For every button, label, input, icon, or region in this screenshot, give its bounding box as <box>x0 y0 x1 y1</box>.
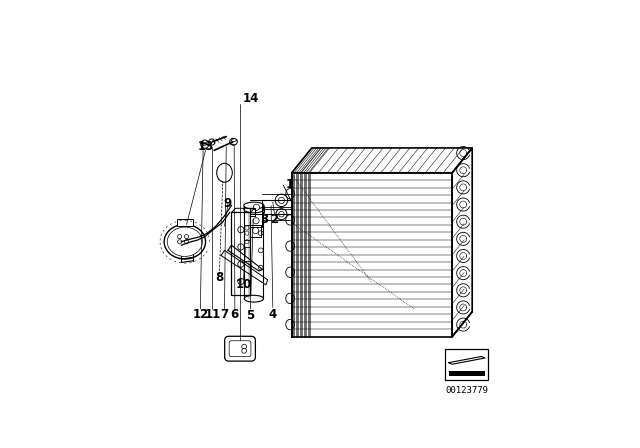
Circle shape <box>242 349 246 353</box>
Text: 10: 10 <box>236 278 252 291</box>
Ellipse shape <box>244 205 264 213</box>
Bar <box>232 212 250 295</box>
Text: 11: 11 <box>204 308 221 321</box>
Text: 12: 12 <box>192 308 209 321</box>
Circle shape <box>278 197 285 203</box>
Circle shape <box>253 204 260 211</box>
Ellipse shape <box>285 189 294 199</box>
Circle shape <box>245 240 249 244</box>
Text: 5: 5 <box>246 310 255 323</box>
Ellipse shape <box>244 295 264 302</box>
Ellipse shape <box>285 215 294 225</box>
Text: 9: 9 <box>224 197 232 210</box>
Circle shape <box>245 231 249 235</box>
Circle shape <box>238 244 244 250</box>
Text: 7: 7 <box>220 308 228 321</box>
Circle shape <box>209 139 215 145</box>
Circle shape <box>245 226 249 230</box>
Circle shape <box>177 240 182 244</box>
Ellipse shape <box>285 241 294 251</box>
Text: 2: 2 <box>271 213 278 226</box>
Circle shape <box>276 209 287 220</box>
Text: 1: 1 <box>286 178 294 191</box>
Circle shape <box>230 138 237 145</box>
Circle shape <box>231 138 237 145</box>
FancyBboxPatch shape <box>225 336 255 361</box>
Circle shape <box>259 231 263 236</box>
Text: 8: 8 <box>215 271 223 284</box>
Circle shape <box>238 278 244 284</box>
Ellipse shape <box>167 227 202 256</box>
Text: 6: 6 <box>231 308 239 321</box>
Ellipse shape <box>285 293 294 304</box>
Bar <box>445 349 488 380</box>
Circle shape <box>253 218 259 224</box>
Circle shape <box>177 234 182 239</box>
Text: 14: 14 <box>242 92 259 105</box>
Circle shape <box>184 240 189 244</box>
Text: 3: 3 <box>260 213 268 226</box>
Ellipse shape <box>285 267 294 277</box>
Circle shape <box>203 142 207 146</box>
Text: 4: 4 <box>269 308 277 321</box>
Circle shape <box>259 265 263 270</box>
Text: 13: 13 <box>197 140 214 153</box>
FancyBboxPatch shape <box>229 341 251 357</box>
Bar <box>449 371 485 376</box>
Text: 00123779: 00123779 <box>445 386 488 395</box>
Ellipse shape <box>285 319 294 330</box>
Circle shape <box>238 261 244 267</box>
Circle shape <box>278 211 284 217</box>
Bar <box>244 224 250 247</box>
Circle shape <box>252 228 259 234</box>
Ellipse shape <box>244 202 264 209</box>
Circle shape <box>238 227 244 233</box>
Ellipse shape <box>164 224 205 259</box>
Circle shape <box>201 140 209 148</box>
Bar <box>177 219 193 226</box>
Circle shape <box>259 248 263 253</box>
Circle shape <box>184 234 189 239</box>
Circle shape <box>242 344 246 349</box>
Circle shape <box>275 194 287 207</box>
